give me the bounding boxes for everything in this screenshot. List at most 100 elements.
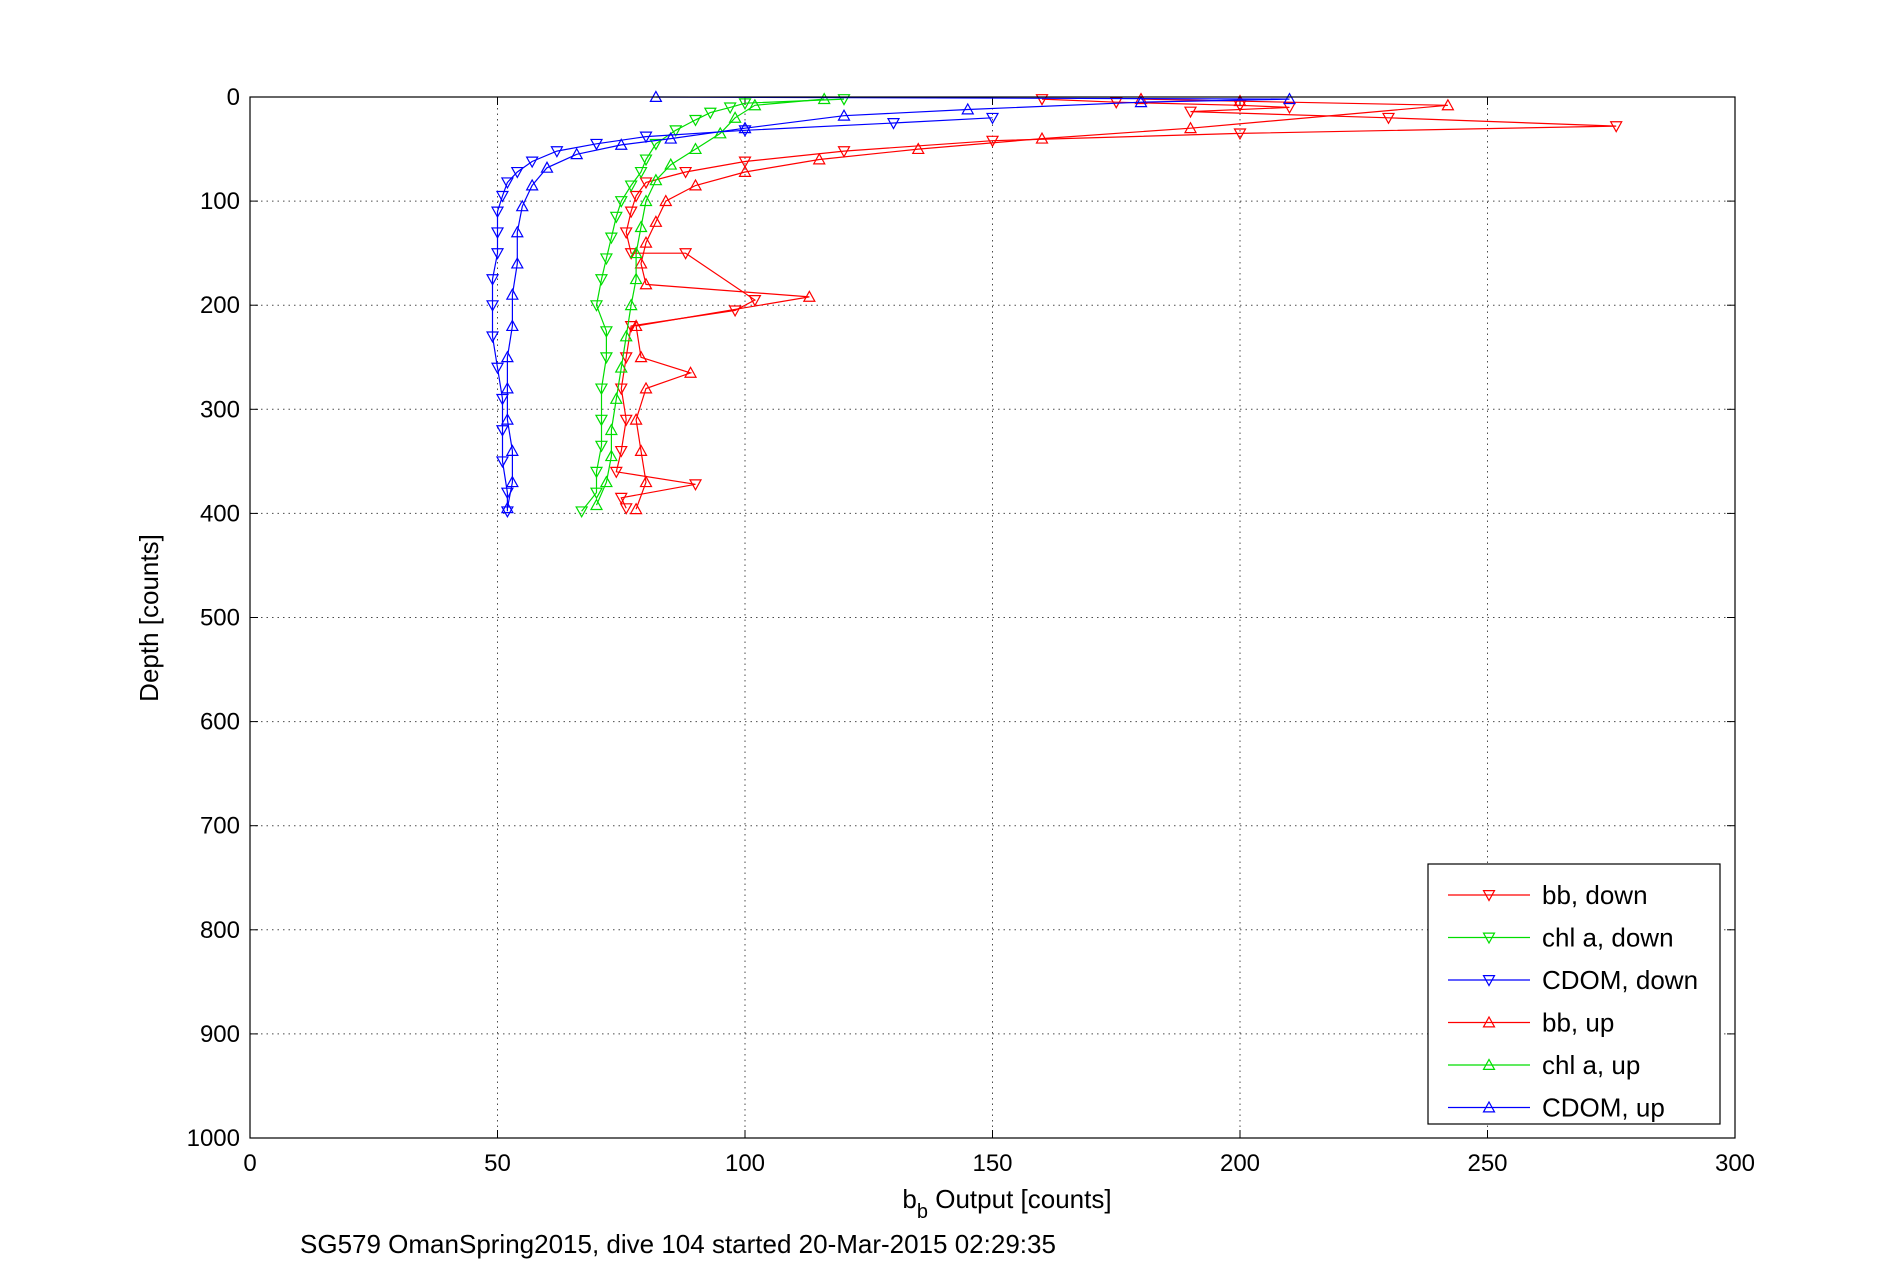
data-point [495,393,509,406]
data-point [728,111,742,123]
data-point [1134,95,1148,108]
series-line [506,96,1290,509]
series-line [595,98,825,506]
data-point [688,479,703,491]
y-tick-label: 100 [200,188,240,215]
data-point [1282,92,1297,105]
data-point [639,194,653,207]
data-point [495,425,509,437]
data-point [639,277,653,290]
data-point [634,444,648,456]
data-point [738,125,752,138]
data-point [1441,98,1455,111]
data-point [1183,106,1198,119]
y-tick-label: 800 [200,917,240,944]
data-point [614,196,628,208]
legend-label: chl a, up [1542,1050,1640,1080]
data-point [525,156,539,169]
series-layer [486,90,1623,519]
data-point [664,157,678,170]
data-point [594,414,608,427]
y-tick-label: 200 [200,292,240,319]
data-point [614,383,628,396]
data-point [609,211,623,224]
data-point [837,146,851,158]
data-point [500,350,514,363]
legend-label: bb, up [1542,1008,1614,1038]
series-line [615,98,1617,509]
x-axis-symbol: b [902,1184,916,1214]
data-point [505,475,519,488]
legend-swatch-marker [1482,974,1496,987]
data-point [748,98,762,111]
data-point [510,256,524,269]
data-point [550,146,564,158]
data-point [1609,121,1623,133]
data-point [629,412,643,425]
legend-swatch-marker [1482,932,1496,945]
data-point [619,329,633,342]
data-point [589,138,604,151]
legend-swatch-marker [1482,1015,1496,1028]
data-point [490,248,505,260]
data-point [634,166,648,179]
x-tick-label: 100 [725,1150,765,1177]
data-point [639,236,653,248]
data-point [619,503,633,515]
data-point [659,194,673,207]
data-point [505,319,519,332]
data-point [1035,94,1049,106]
data-point [510,225,524,238]
data-point [669,125,683,138]
data-point [649,138,663,151]
series-line [635,98,1448,510]
y-tick-label: 500 [200,605,240,632]
legend-label: CDOM, up [1542,1093,1665,1123]
data-point [985,112,1000,125]
data-point [609,466,623,479]
data-point [609,392,623,404]
data-point [688,114,703,127]
data-point [634,350,648,363]
data-point [639,154,653,167]
legend-item: CDOM, down [1448,965,1698,995]
data-point [911,142,925,155]
data-point [679,166,693,179]
x-tick-label: 300 [1715,1150,1755,1177]
legend-box [1427,863,1721,1125]
y-tick-label: 1000 [187,1125,240,1152]
data-point [604,232,618,245]
data-point [713,126,727,139]
y-tick-label: 0 [227,84,240,111]
data-point [570,147,584,160]
data-point [594,274,608,286]
data-point [525,178,539,191]
data-point [886,118,901,130]
data-point [1233,128,1247,141]
data-point [634,256,648,269]
legend-item: chl a, up [1448,1050,1640,1080]
data-point [629,272,643,285]
data-point [515,199,529,212]
series-3 [629,92,1455,515]
data-point [738,121,752,134]
legend-item: bb, down [1448,880,1648,910]
data-point [812,152,826,165]
data-point [505,444,519,456]
legend-swatch-marker [1482,1058,1496,1071]
data-point [500,381,514,394]
data-point [510,166,524,179]
data-point [624,248,638,260]
data-point [634,220,648,233]
data-point [500,501,514,514]
series-5 [500,90,1297,514]
data-point [649,173,663,186]
data-point [614,138,628,150]
data-point [688,142,703,155]
data-point [486,274,500,286]
data-point [490,227,505,240]
data-point [486,300,500,312]
x-tick-labels: 0 50 100 150 200 250 300 [243,1150,1755,1177]
data-point [639,131,653,144]
data-point [649,215,663,227]
